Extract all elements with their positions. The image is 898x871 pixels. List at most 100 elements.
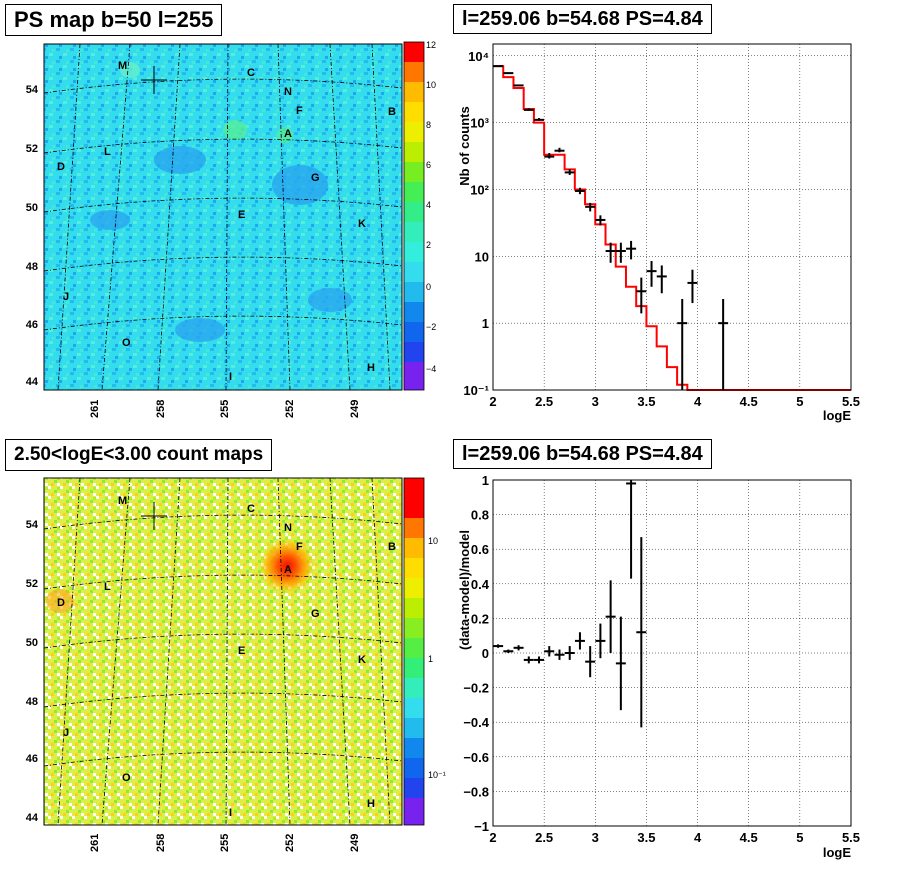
data-point: [605, 242, 616, 263]
data-point: [646, 261, 657, 287]
y-tick-label: 1: [482, 316, 489, 331]
data-point: [636, 277, 647, 314]
source-label-F: F: [296, 105, 303, 117]
x-tick-label: 5.5: [842, 394, 860, 409]
x-tick-label: 2.5: [535, 394, 553, 409]
source-label-B: B: [388, 106, 396, 118]
ps-map-source-labels: M C N F B A L D G E K J O I H: [57, 60, 396, 383]
residual-point: [626, 480, 637, 579]
x-tick: 261: [89, 834, 101, 852]
residual-point: [554, 649, 565, 660]
data-point: [677, 298, 688, 390]
count-map-y-ticks: 54 52 50 48 46 44: [26, 519, 39, 824]
source-label-H: H: [367, 798, 375, 810]
residual-point: [585, 646, 596, 678]
source-label-B: B: [388, 541, 396, 553]
source-label-J: J: [63, 291, 69, 303]
x-tick: 255: [219, 400, 231, 418]
source-label-A: A: [284, 564, 292, 576]
spectrum-svg[interactable]: 2 2.5 3 3.5 4 4.5 5 5.5 10⁻¹ 1 10 10² 10³ 10⁴ logE N…: [449, 0, 898, 436]
y-tick-label: 10⁴: [468, 49, 489, 64]
y-tick: 48: [26, 261, 38, 273]
cbar-tick: −2: [426, 322, 436, 332]
x-tick-label: 4.5: [740, 394, 758, 409]
residual-x-label: logE: [823, 845, 851, 860]
source-label-G: G: [311, 608, 320, 620]
x-tick-label: 2: [489, 830, 496, 845]
data-point: [523, 108, 534, 111]
source-label-C: C: [247, 67, 255, 79]
source-label-D: D: [57, 161, 65, 173]
ps-map-x-ticks: 261 258 255 252 249: [89, 400, 361, 418]
source-label-J: J: [63, 727, 69, 739]
y-tick: 48: [26, 696, 38, 708]
spectrum-x-label: logE: [823, 408, 851, 423]
x-tick-label: 5: [796, 394, 803, 409]
x-tick-label: 3.5: [637, 394, 655, 409]
residual-point: [564, 646, 575, 660]
y-tick: 52: [26, 143, 38, 155]
source-label-L: L: [104, 581, 111, 593]
source-label-M: M: [118, 495, 127, 507]
spectrum-y-label: Nb of counts: [457, 106, 472, 185]
y-tick-label: −0.4: [463, 715, 489, 730]
ps-map-grid: [43, 43, 403, 391]
count-map-source-labels: M C N F B A L D G E K J O I H: [57, 495, 396, 819]
cbar-tick: 10: [428, 536, 438, 546]
residual-point: [503, 649, 514, 653]
data-point: [534, 118, 545, 121]
cbar-tick: 12: [426, 40, 436, 50]
source-label-O: O: [122, 772, 131, 784]
x-tick: 252: [284, 834, 296, 852]
residual-svg[interactable]: 2 2.5 3 3.5 4 4.5 5 5.5 1 0.8 0.6 0.4 0.2 0 −0.2 −0.4 −…: [449, 436, 898, 871]
source-label-M: M: [118, 60, 127, 72]
y-tick: 44: [26, 812, 39, 824]
x-tick-label: 4.5: [740, 830, 758, 845]
x-tick: 249: [349, 400, 361, 418]
x-tick-label: 4: [694, 830, 702, 845]
y-tick-label: 10²: [470, 182, 489, 197]
count-map-colorbar: 10 1 10⁻¹: [403, 477, 446, 826]
data-point: [493, 65, 504, 68]
residual-point: [574, 632, 585, 650]
x-tick: 258: [155, 834, 167, 852]
x-tick-label: 2: [489, 394, 496, 409]
ps-map-svg: M C N F B A L D G E K J O I H 54 52 50 4…: [26, 40, 437, 418]
y-tick-label: −0.8: [463, 784, 489, 799]
source-label-F: F: [296, 541, 303, 553]
data-point: [595, 215, 606, 226]
source-label-I: I: [229, 371, 232, 383]
y-tick: 50: [26, 202, 38, 214]
data-point: [544, 153, 555, 159]
cbar-tick: 10: [426, 80, 436, 90]
y-tick-label: 0.4: [471, 577, 490, 592]
y-tick-label: 10: [475, 249, 489, 264]
cbar-tick: 8: [426, 120, 431, 130]
source-label-H: H: [367, 362, 375, 374]
y-tick-label: −0.6: [463, 750, 489, 765]
count-map-plot-area[interactable]: [44, 478, 402, 825]
data-point: [718, 298, 729, 390]
cbar-tick: 4: [426, 200, 431, 210]
ps-map-colorbar: 12 10 8 6 4 2 0 −2 −4: [403, 40, 436, 391]
source-label-G: G: [311, 172, 320, 184]
x-tick-label: 5: [796, 830, 803, 845]
count-map-x-ticks: 261 258 255 252 249: [89, 834, 361, 852]
y-tick-label: 0.8: [471, 508, 489, 523]
x-tick: 258: [155, 400, 167, 418]
data-point: [513, 84, 524, 87]
residual-point: [523, 656, 534, 664]
ps-map-y-ticks: 54 52 50 48 46 44: [26, 84, 39, 388]
ps-map-panel: PS map b=50 l=255: [0, 0, 449, 436]
data-point: [656, 265, 667, 294]
source-label-C: C: [247, 503, 255, 515]
y-tick: 54: [26, 84, 39, 96]
cbar-tick: 10⁻¹: [428, 770, 446, 780]
residual-frame: [492, 479, 852, 827]
source-label-K: K: [358, 218, 366, 230]
x-tick: 249: [349, 834, 361, 852]
residual-point: [513, 645, 524, 651]
count-map-svg: M C N F B A L D G E K J O I H 54 52 50 4…: [26, 477, 446, 852]
model-step-line: [493, 65, 851, 391]
count-map-panel: 2.50<logE<3.00 count maps: [0, 436, 449, 871]
